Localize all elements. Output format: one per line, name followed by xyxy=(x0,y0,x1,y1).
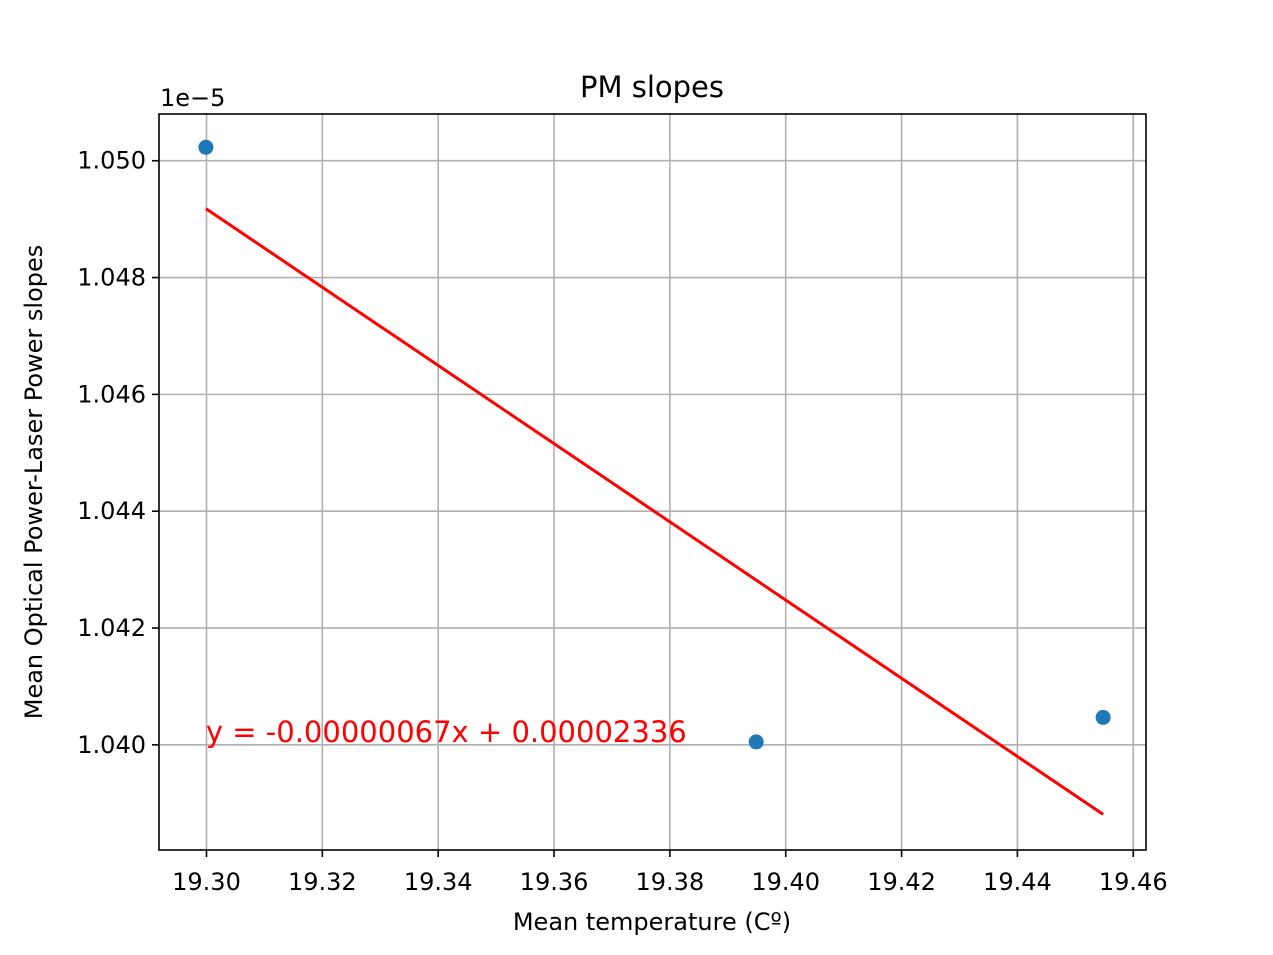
y-tick-label: 1.040 xyxy=(77,731,146,759)
x-tick-label: 19.32 xyxy=(288,868,357,896)
y-tick-label: 1.050 xyxy=(77,147,146,175)
plot-frame xyxy=(158,113,1147,851)
y-axis-label: Mean Optical Power-Laser Power slopes xyxy=(20,245,48,720)
chart-title: PM slopes xyxy=(580,70,724,104)
x-tick-label: 19.36 xyxy=(520,868,589,896)
scatter-point xyxy=(198,139,214,155)
regression-equation-annotation: y = -0.00000067x + 0.00002336 xyxy=(206,715,687,749)
grid xyxy=(159,114,1146,850)
x-tick-label: 19.34 xyxy=(404,868,473,896)
y-axis-offset-text: 1e−5 xyxy=(160,84,225,112)
x-tick-label: 19.42 xyxy=(867,868,936,896)
y-tick-label: 1.042 xyxy=(77,614,146,642)
y-tick-label: 1.048 xyxy=(77,264,146,292)
y-tick-label: 1.044 xyxy=(77,497,146,525)
x-tick-label: 19.44 xyxy=(983,868,1052,896)
scatter-point xyxy=(748,734,764,750)
scatter-point xyxy=(1095,709,1111,725)
x-tick-label: 19.30 xyxy=(172,868,241,896)
x-axis-label: Mean temperature (Cº) xyxy=(513,908,791,936)
fit-line xyxy=(205,207,1104,816)
x-tick-label: 19.46 xyxy=(1099,868,1168,896)
x-tick-label: 19.40 xyxy=(751,868,820,896)
axis-ticks: 19.30 19.32 19.34 19.36 19.38 19.40 19.42 19.44… xyxy=(77,147,1167,896)
plot-data: y = -0.00000067x + 0.00002336 xyxy=(198,139,1111,816)
x-tick-label: 19.38 xyxy=(636,868,705,896)
y-tick-label: 1.046 xyxy=(77,380,146,408)
